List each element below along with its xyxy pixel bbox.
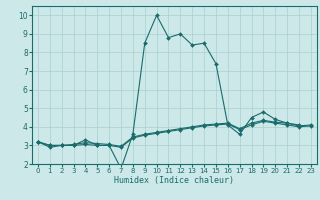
X-axis label: Humidex (Indice chaleur): Humidex (Indice chaleur) — [115, 176, 234, 185]
